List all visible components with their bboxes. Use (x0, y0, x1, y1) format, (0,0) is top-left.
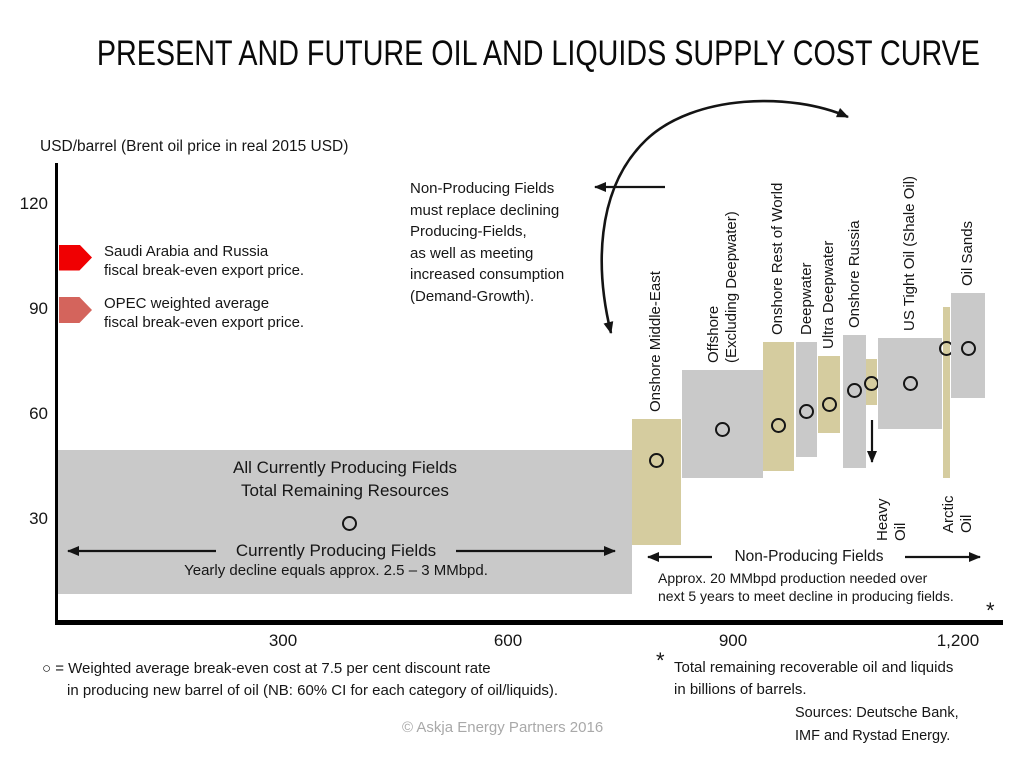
x-tick-300: 300 (268, 631, 298, 650)
opec-breakeven-label: OPEC weighted average fiscal break-even … (104, 295, 305, 331)
category-label-oil-sands: Oil Sands (959, 220, 977, 286)
bar-onshore-middle-east (631, 418, 681, 545)
category-label-arctic-oil: Arctic Oil (940, 495, 976, 534)
bar-onshore-rest-of-world (763, 341, 794, 471)
breakeven-marker-onshore-russia (847, 383, 862, 398)
sources-note: Sources: Deutsche Bank, IMF and Rystad E… (795, 705, 959, 744)
asterisk-footnote-symbol: * (656, 648, 665, 673)
bar-onshore-russia (843, 334, 866, 468)
opec-breakeven-marker (59, 297, 92, 323)
category-label-ultra-deepwater: Ultra Deepwater (820, 240, 837, 349)
breakeven-footnote-line2: in producing new barrel of oil (NB: 60% … (67, 682, 559, 699)
currently-producing-span-sublabel: Yearly decline equals approx. 2.5 – 3 MM… (184, 562, 488, 579)
non-producing-span-sublabel: Approx. 20 MMbpd production needed over … (658, 570, 954, 604)
category-label-us-tight-oil-shale-oil: US Tight Oil (Shale Oil) (901, 175, 918, 331)
non-producing-span-label: Non-Producing Fields (734, 548, 884, 565)
breakeven-marker-deepwater (799, 404, 814, 419)
y-axis-label: USD/barrel (Brent oil price in real 2015… (40, 138, 349, 155)
breakeven-marker-offshore-excluding-deepwater (715, 421, 730, 437)
x-tick-1200: 1,200 (936, 631, 980, 650)
breakeven-marker-oil-sands (960, 341, 976, 356)
page-title: PRESENT AND FUTURE OIL AND LIQUIDS SUPPL… (0, 34, 1019, 74)
x-tick-600: 600 (493, 631, 523, 650)
y-tick-90: 90 (29, 299, 48, 318)
currently-producing-span-label: Currently Producing Fields (235, 541, 437, 560)
y-tick-30: 30 (29, 509, 48, 528)
y-tick-60: 60 (29, 404, 48, 423)
breakeven-marker-us-tight-oil-shale-oil (902, 376, 918, 391)
y-axis-line (55, 163, 58, 625)
copyright-note: © Askja Energy Partners 2016 (402, 719, 604, 736)
demand-growth-note: Non-Producing Fields must replace declin… (410, 180, 565, 305)
x-axis-line (55, 620, 1003, 625)
axis-end-asterisk: * (986, 598, 995, 623)
breakeven-footnote-line1: ○ = Weighted average break-even cost at … (42, 660, 491, 677)
x-tick-900: 900 (718, 631, 748, 650)
breakeven-marker-ultra-deepwater (821, 397, 837, 412)
breakeven-marker-heavy-oil (863, 376, 879, 391)
bar-deepwater (796, 341, 817, 457)
category-label-onshore-middle-east: Onshore Middle-East (647, 270, 665, 412)
category-label-onshore-rest-of-world: Onshore Rest of World (769, 182, 787, 335)
bar-arctic-oil (943, 306, 950, 478)
producing-fields-box-title: All Currently Producing Fields Total Rem… (233, 458, 457, 500)
category-label-heavy-oil: Heavy Oil (874, 498, 910, 541)
producing-fields-breakeven-marker (341, 516, 357, 531)
saudi-russia-breakeven-label: Saudi Arabia and Russia fiscal break-eve… (104, 242, 305, 279)
y-tick-120: 120 (19, 194, 48, 213)
category-label-deepwater: Deepwater (797, 261, 815, 335)
breakeven-marker-onshore-middle-east (648, 453, 664, 468)
saudi-russia-breakeven-marker (59, 244, 92, 271)
category-label-onshore-russia: Onshore Russia (845, 219, 863, 328)
page-title-text: PRESENT AND FUTURE OIL AND LIQUIDS SUPPL… (96, 34, 980, 73)
asterisk-footnote-text: Total remaining recoverable oil and liqu… (674, 659, 954, 698)
bar-ultra-deepwater (817, 355, 841, 433)
breakeven-marker-onshore-rest-of-world (770, 418, 786, 433)
category-label-offshore-excluding-deepwater: Offshore (Excluding Deepwater) (704, 210, 740, 363)
